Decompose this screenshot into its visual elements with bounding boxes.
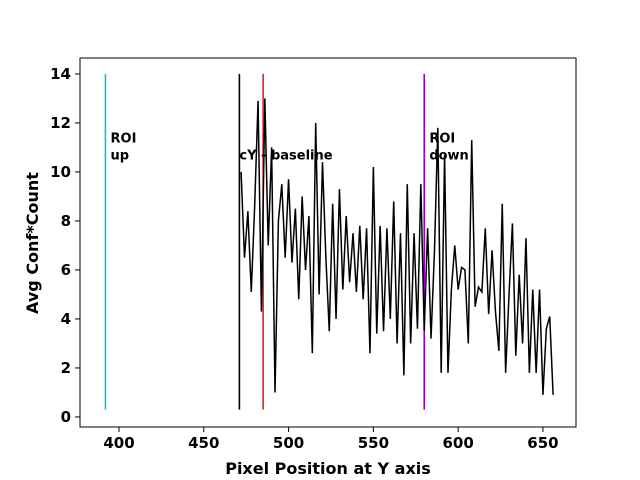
x-tick-label: 500 bbox=[273, 434, 304, 452]
annotation: ROI up bbox=[111, 132, 137, 164]
annotation: cY - baseline bbox=[239, 149, 332, 164]
x-tick-label: 450 bbox=[188, 434, 219, 452]
x-axis-label: Pixel Position at Y axis bbox=[225, 459, 431, 478]
annotation-line: cY - baseline bbox=[239, 149, 332, 164]
y-tick-label: 2 bbox=[61, 359, 71, 377]
annotation-line: ROI bbox=[111, 132, 137, 147]
annotation-line: down bbox=[429, 149, 469, 164]
y-tick-label: 4 bbox=[61, 310, 71, 328]
y-tick-label: 14 bbox=[50, 65, 71, 83]
annotation-line: ROI bbox=[429, 132, 455, 147]
annotation: ROI down bbox=[429, 132, 469, 164]
plot-frame bbox=[79, 57, 577, 428]
x-tick-label: 600 bbox=[442, 434, 473, 452]
y-tick-label: 12 bbox=[50, 114, 71, 132]
y-tick-label: 6 bbox=[61, 261, 71, 279]
annotation-line: up bbox=[111, 149, 130, 164]
y-tick-label: 0 bbox=[61, 408, 71, 426]
y-tick-label: 8 bbox=[61, 212, 71, 230]
x-tick-label: 650 bbox=[527, 434, 558, 452]
x-tick-label: 400 bbox=[103, 434, 134, 452]
y-axis-label: Avg Conf*Count bbox=[23, 172, 42, 314]
x-tick-label: 550 bbox=[358, 434, 389, 452]
data-line bbox=[240, 98, 554, 395]
y-tick-label: 10 bbox=[50, 163, 71, 181]
